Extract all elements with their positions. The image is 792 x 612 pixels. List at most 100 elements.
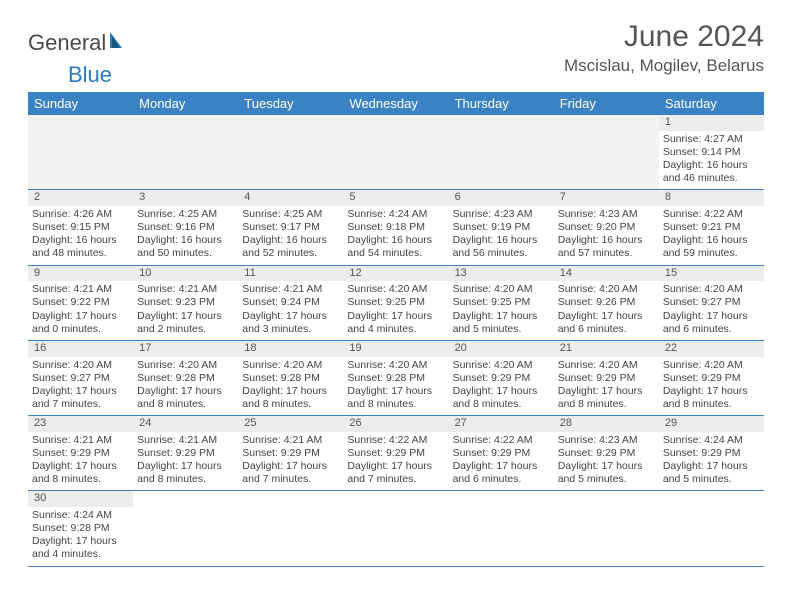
- weekday-header: Tuesday: [238, 92, 343, 115]
- day-number: 9: [28, 266, 133, 282]
- daylight-text: Daylight: 17 hours: [137, 310, 234, 323]
- daylight-text: and 6 minutes.: [663, 323, 760, 336]
- calendar-day-cell: [238, 115, 343, 190]
- daylight-text: and 0 minutes.: [32, 323, 129, 336]
- sunset-text: Sunset: 9:17 PM: [242, 221, 339, 234]
- sunrise-text: Sunrise: 4:20 AM: [663, 359, 760, 372]
- sunrise-text: Sunrise: 4:20 AM: [242, 359, 339, 372]
- calendar-day-cell: 15Sunrise: 4:20 AMSunset: 9:27 PMDayligh…: [659, 265, 764, 340]
- daylight-text: and 5 minutes.: [453, 323, 550, 336]
- weekday-header-row: Sunday Monday Tuesday Wednesday Thursday…: [28, 92, 764, 115]
- day-number: 22: [659, 341, 764, 357]
- calendar-day-cell: 25Sunrise: 4:21 AMSunset: 9:29 PMDayligh…: [238, 416, 343, 491]
- daylight-text: and 54 minutes.: [347, 247, 444, 260]
- calendar-day-cell: 6Sunrise: 4:23 AMSunset: 9:19 PMDaylight…: [449, 190, 554, 265]
- daylight-text: and 57 minutes.: [558, 247, 655, 260]
- day-number: 14: [554, 266, 659, 282]
- day-number: 8: [659, 190, 764, 206]
- sunset-text: Sunset: 9:29 PM: [558, 447, 655, 460]
- daylight-text: Daylight: 17 hours: [242, 310, 339, 323]
- day-number: 25: [238, 416, 343, 432]
- day-number: 5: [343, 190, 448, 206]
- calendar-day-cell: 16Sunrise: 4:20 AMSunset: 9:27 PMDayligh…: [28, 340, 133, 415]
- daylight-text: and 7 minutes.: [347, 473, 444, 486]
- sunset-text: Sunset: 9:23 PM: [137, 296, 234, 309]
- month-title: June 2024: [564, 20, 764, 54]
- day-number: 1: [659, 115, 764, 131]
- sunrise-text: Sunrise: 4:22 AM: [347, 434, 444, 447]
- weekday-header: Sunday: [28, 92, 133, 115]
- day-number: 23: [28, 416, 133, 432]
- daylight-text: and 7 minutes.: [242, 473, 339, 486]
- daylight-text: and 50 minutes.: [137, 247, 234, 260]
- sunset-text: Sunset: 9:22 PM: [32, 296, 129, 309]
- sunset-text: Sunset: 9:25 PM: [453, 296, 550, 309]
- daylight-text: Daylight: 17 hours: [137, 385, 234, 398]
- daylight-text: Daylight: 16 hours: [558, 234, 655, 247]
- calendar-day-cell: 8Sunrise: 4:22 AMSunset: 9:21 PMDaylight…: [659, 190, 764, 265]
- daylight-text: Daylight: 16 hours: [242, 234, 339, 247]
- sunset-text: Sunset: 9:29 PM: [663, 447, 760, 460]
- daylight-text: Daylight: 17 hours: [137, 460, 234, 473]
- day-number: 13: [449, 266, 554, 282]
- calendar-day-cell: 17Sunrise: 4:20 AMSunset: 9:28 PMDayligh…: [133, 340, 238, 415]
- sunset-text: Sunset: 9:29 PM: [347, 447, 444, 460]
- sunset-text: Sunset: 9:27 PM: [663, 296, 760, 309]
- calendar-day-cell: 21Sunrise: 4:20 AMSunset: 9:29 PMDayligh…: [554, 340, 659, 415]
- daylight-text: Daylight: 17 hours: [453, 460, 550, 473]
- daylight-text: Daylight: 16 hours: [453, 234, 550, 247]
- day-number: 3: [133, 190, 238, 206]
- day-number: 12: [343, 266, 448, 282]
- day-number: 15: [659, 266, 764, 282]
- sunrise-text: Sunrise: 4:23 AM: [558, 208, 655, 221]
- calendar-day-cell: 23Sunrise: 4:21 AMSunset: 9:29 PMDayligh…: [28, 416, 133, 491]
- sunset-text: Sunset: 9:21 PM: [663, 221, 760, 234]
- day-number: 20: [449, 341, 554, 357]
- calendar-table: Sunday Monday Tuesday Wednesday Thursday…: [28, 92, 764, 567]
- sunrise-text: Sunrise: 4:22 AM: [453, 434, 550, 447]
- sunrise-text: Sunrise: 4:20 AM: [453, 283, 550, 296]
- sunrise-text: Sunrise: 4:21 AM: [137, 434, 234, 447]
- daylight-text: and 8 minutes.: [453, 398, 550, 411]
- daylight-text: and 48 minutes.: [32, 247, 129, 260]
- daylight-text: and 4 minutes.: [32, 548, 129, 561]
- sunset-text: Sunset: 9:28 PM: [347, 372, 444, 385]
- daylight-text: Daylight: 17 hours: [558, 385, 655, 398]
- calendar-day-cell: 18Sunrise: 4:20 AMSunset: 9:28 PMDayligh…: [238, 340, 343, 415]
- daylight-text: Daylight: 16 hours: [137, 234, 234, 247]
- weekday-header: Thursday: [449, 92, 554, 115]
- calendar-day-cell: 27Sunrise: 4:22 AMSunset: 9:29 PMDayligh…: [449, 416, 554, 491]
- sunrise-text: Sunrise: 4:24 AM: [32, 509, 129, 522]
- daylight-text: and 8 minutes.: [137, 398, 234, 411]
- calendar-day-cell: [659, 491, 764, 566]
- sunrise-text: Sunrise: 4:24 AM: [347, 208, 444, 221]
- daylight-text: and 8 minutes.: [32, 473, 129, 486]
- day-number: 19: [343, 341, 448, 357]
- day-number: 24: [133, 416, 238, 432]
- calendar-day-cell: 22Sunrise: 4:20 AMSunset: 9:29 PMDayligh…: [659, 340, 764, 415]
- calendar-day-cell: 5Sunrise: 4:24 AMSunset: 9:18 PMDaylight…: [343, 190, 448, 265]
- day-number: 7: [554, 190, 659, 206]
- sunrise-text: Sunrise: 4:21 AM: [32, 434, 129, 447]
- daylight-text: and 3 minutes.: [242, 323, 339, 336]
- weekday-header: Wednesday: [343, 92, 448, 115]
- daylight-text: Daylight: 17 hours: [453, 310, 550, 323]
- daylight-text: and 2 minutes.: [137, 323, 234, 336]
- daylight-text: and 46 minutes.: [663, 172, 760, 185]
- calendar-day-cell: 30Sunrise: 4:24 AMSunset: 9:28 PMDayligh…: [28, 491, 133, 566]
- daylight-text: and 5 minutes.: [558, 473, 655, 486]
- sunrise-text: Sunrise: 4:21 AM: [242, 283, 339, 296]
- sunrise-text: Sunrise: 4:20 AM: [558, 283, 655, 296]
- sunset-text: Sunset: 9:28 PM: [242, 372, 339, 385]
- sunrise-text: Sunrise: 4:21 AM: [242, 434, 339, 447]
- calendar-week-row: 9 Sunrise: 4:21 AM Sunset: 9:22 PM Daylight…: [28, 265, 764, 340]
- daylight-text: and 5 minutes.: [663, 473, 760, 486]
- sunset-text: Sunset: 9:27 PM: [32, 372, 129, 385]
- sail-icon: [108, 30, 130, 56]
- daylight-text: Daylight: 17 hours: [32, 385, 129, 398]
- calendar-day-cell: [449, 491, 554, 566]
- daylight-text: and 59 minutes.: [663, 247, 760, 260]
- sunrise-text: Sunrise: 4:20 AM: [137, 359, 234, 372]
- weekday-header: Monday: [133, 92, 238, 115]
- daylight-text: and 8 minutes.: [663, 398, 760, 411]
